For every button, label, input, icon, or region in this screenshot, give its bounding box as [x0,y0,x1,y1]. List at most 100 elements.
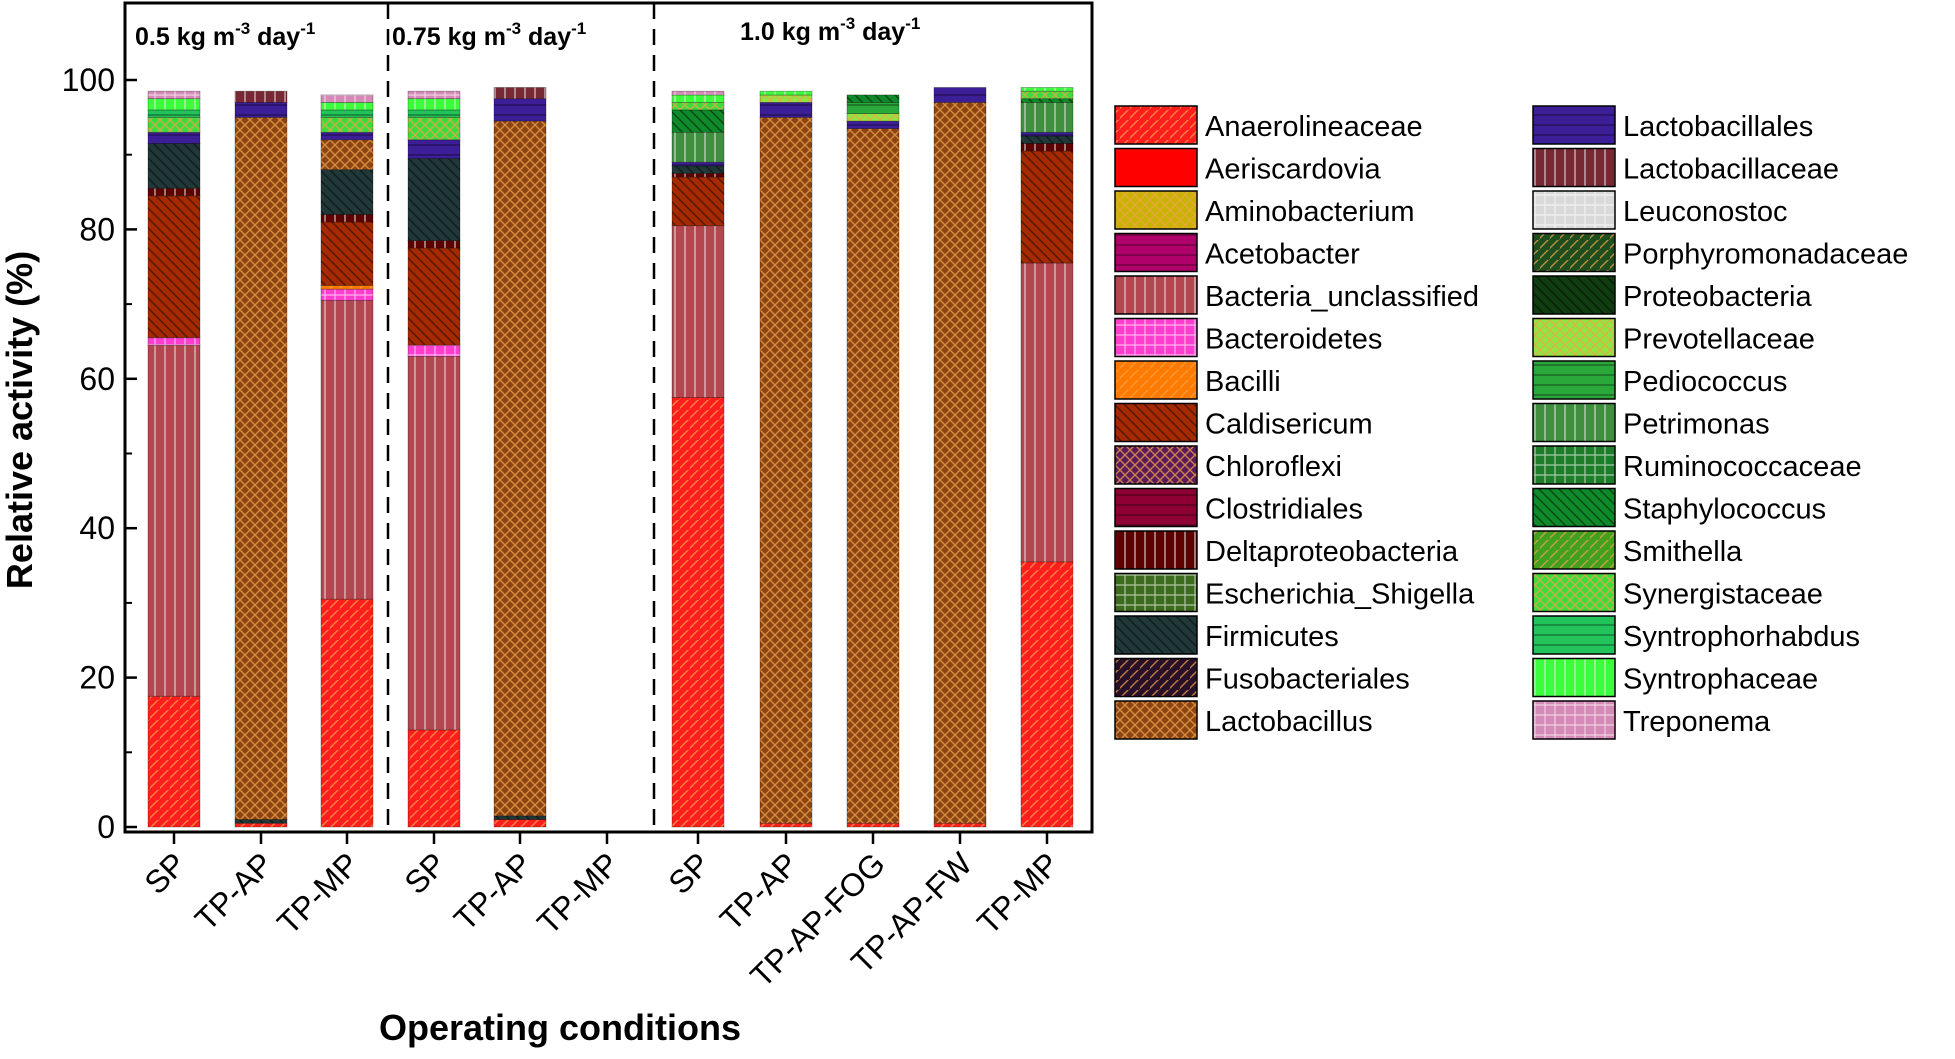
legend-label: Lactobacillaceae [1623,154,1839,186]
bar-segment [407,116,461,141]
legend-swatch [1114,487,1198,528]
bar-segment [933,822,987,828]
plot-frame [123,1,1094,834]
legend-label: Smithella [1623,536,1743,568]
bar-segment [320,169,374,215]
x-tick-label: TP-AP [188,845,280,937]
legend-label: Anaerolineaceae [1205,111,1423,143]
bar-segment [147,143,201,189]
legend-swatch [1532,105,1616,145]
bar-segment [320,598,374,828]
bar-segment [234,90,288,103]
bar-segment [147,195,201,339]
bar-segment [320,214,374,223]
legend-label: Lactobacillales [1623,111,1813,143]
bar-segment [1020,98,1074,103]
bar-segment [493,819,547,828]
bar-segment [671,165,725,174]
legend-label: Porphyromonadaceae [1623,239,1908,271]
legend-label: Deltaproteobacteria [1205,536,1459,568]
legend-swatch [1532,190,1616,230]
bar-segment [671,176,725,227]
legend-swatch [1114,275,1198,315]
bar-segment [407,729,461,828]
y-axis-title: Relative activity (%) [0,251,40,589]
x-tick-label: SP [661,845,717,901]
bar-segment [407,355,461,731]
legend-swatch [1114,445,1198,485]
legend-swatch [1532,317,1616,358]
x-tick-label: TP-MP [270,845,366,941]
bar-segment [1020,135,1074,144]
legend-label: Synergistaceae [1623,579,1823,611]
bar-segment [759,822,813,828]
bar-segment [234,819,288,824]
bar-segment [493,98,547,122]
bar-segment [320,299,374,600]
bar-segment [147,109,201,118]
legend-swatch [1532,232,1616,273]
bar-segment [320,109,374,118]
bar-segment [671,397,725,828]
bar-segment [320,288,374,301]
bar-segment [320,139,374,171]
bar-segment [1020,262,1074,563]
legend-swatch [1532,572,1616,613]
legend-swatch [1532,147,1616,188]
y-tick-label: 0 [97,809,115,845]
bar-segment [407,98,461,111]
bar-segment [147,131,201,144]
legend-label: Pediococcus [1623,366,1787,398]
bar-segment [407,90,461,100]
legend-label: Escherichia_Shigella [1205,579,1475,611]
bar-segment [1020,102,1074,133]
bar-segment [671,90,725,96]
bar-segment [671,161,725,167]
bar-segment [320,94,374,103]
bar-segment [933,102,987,824]
bar-segment [759,116,813,824]
panel-label-1: 0.5 kg m-3 day-1 [135,19,315,51]
panel-label-2: 0.75 kg m-3 day-1 [392,19,586,51]
bar-segment [320,221,374,286]
bar-segment [407,158,461,242]
bar-segment [1020,150,1074,264]
legend-label: Lactobacillus [1205,706,1373,738]
legend-swatch [1532,275,1616,315]
legend-swatch [1114,615,1198,655]
bar-segment [1020,561,1074,828]
bar-segment [147,337,201,346]
bar-segment [407,240,461,249]
bar-segment [846,120,900,129]
bar-segment [147,90,201,100]
bar-segment [846,822,900,828]
legend-label: Bacteria_unclassified [1205,281,1479,313]
bar-segment [407,344,461,357]
bar-segment [759,90,813,96]
bar-segment [846,128,900,824]
bar-segment [759,94,813,103]
bar-segment [407,109,461,118]
legend-label: Aminobacterium [1205,196,1415,228]
bar-segment [147,187,201,197]
panel-label-3: 1.0 kg m-3 day-1 [740,14,920,46]
x-tick-label: TP-AP [447,845,539,937]
legend-label: Caldisericum [1205,409,1373,441]
legend-label: Fusobacteriales [1205,664,1410,696]
bar-segment [147,116,201,133]
bar-segment [320,102,374,111]
bar-segment [1020,87,1074,92]
bar-segment [671,102,725,111]
bar-segment [933,87,987,103]
legend-label: Proteobacteria [1623,281,1812,313]
legend-label: Ruminococcaceae [1623,451,1862,483]
bar-segment [846,94,900,103]
bar-segment [759,102,813,118]
x-axis-title: Operating conditions [379,1007,741,1048]
bar-segment [671,225,725,398]
legend: Anaerolineaceae Aeriscardovia Aminobacteri… [1114,105,1908,740]
legend-label: Chloroflexi [1205,451,1342,483]
bar-segment [407,247,461,346]
